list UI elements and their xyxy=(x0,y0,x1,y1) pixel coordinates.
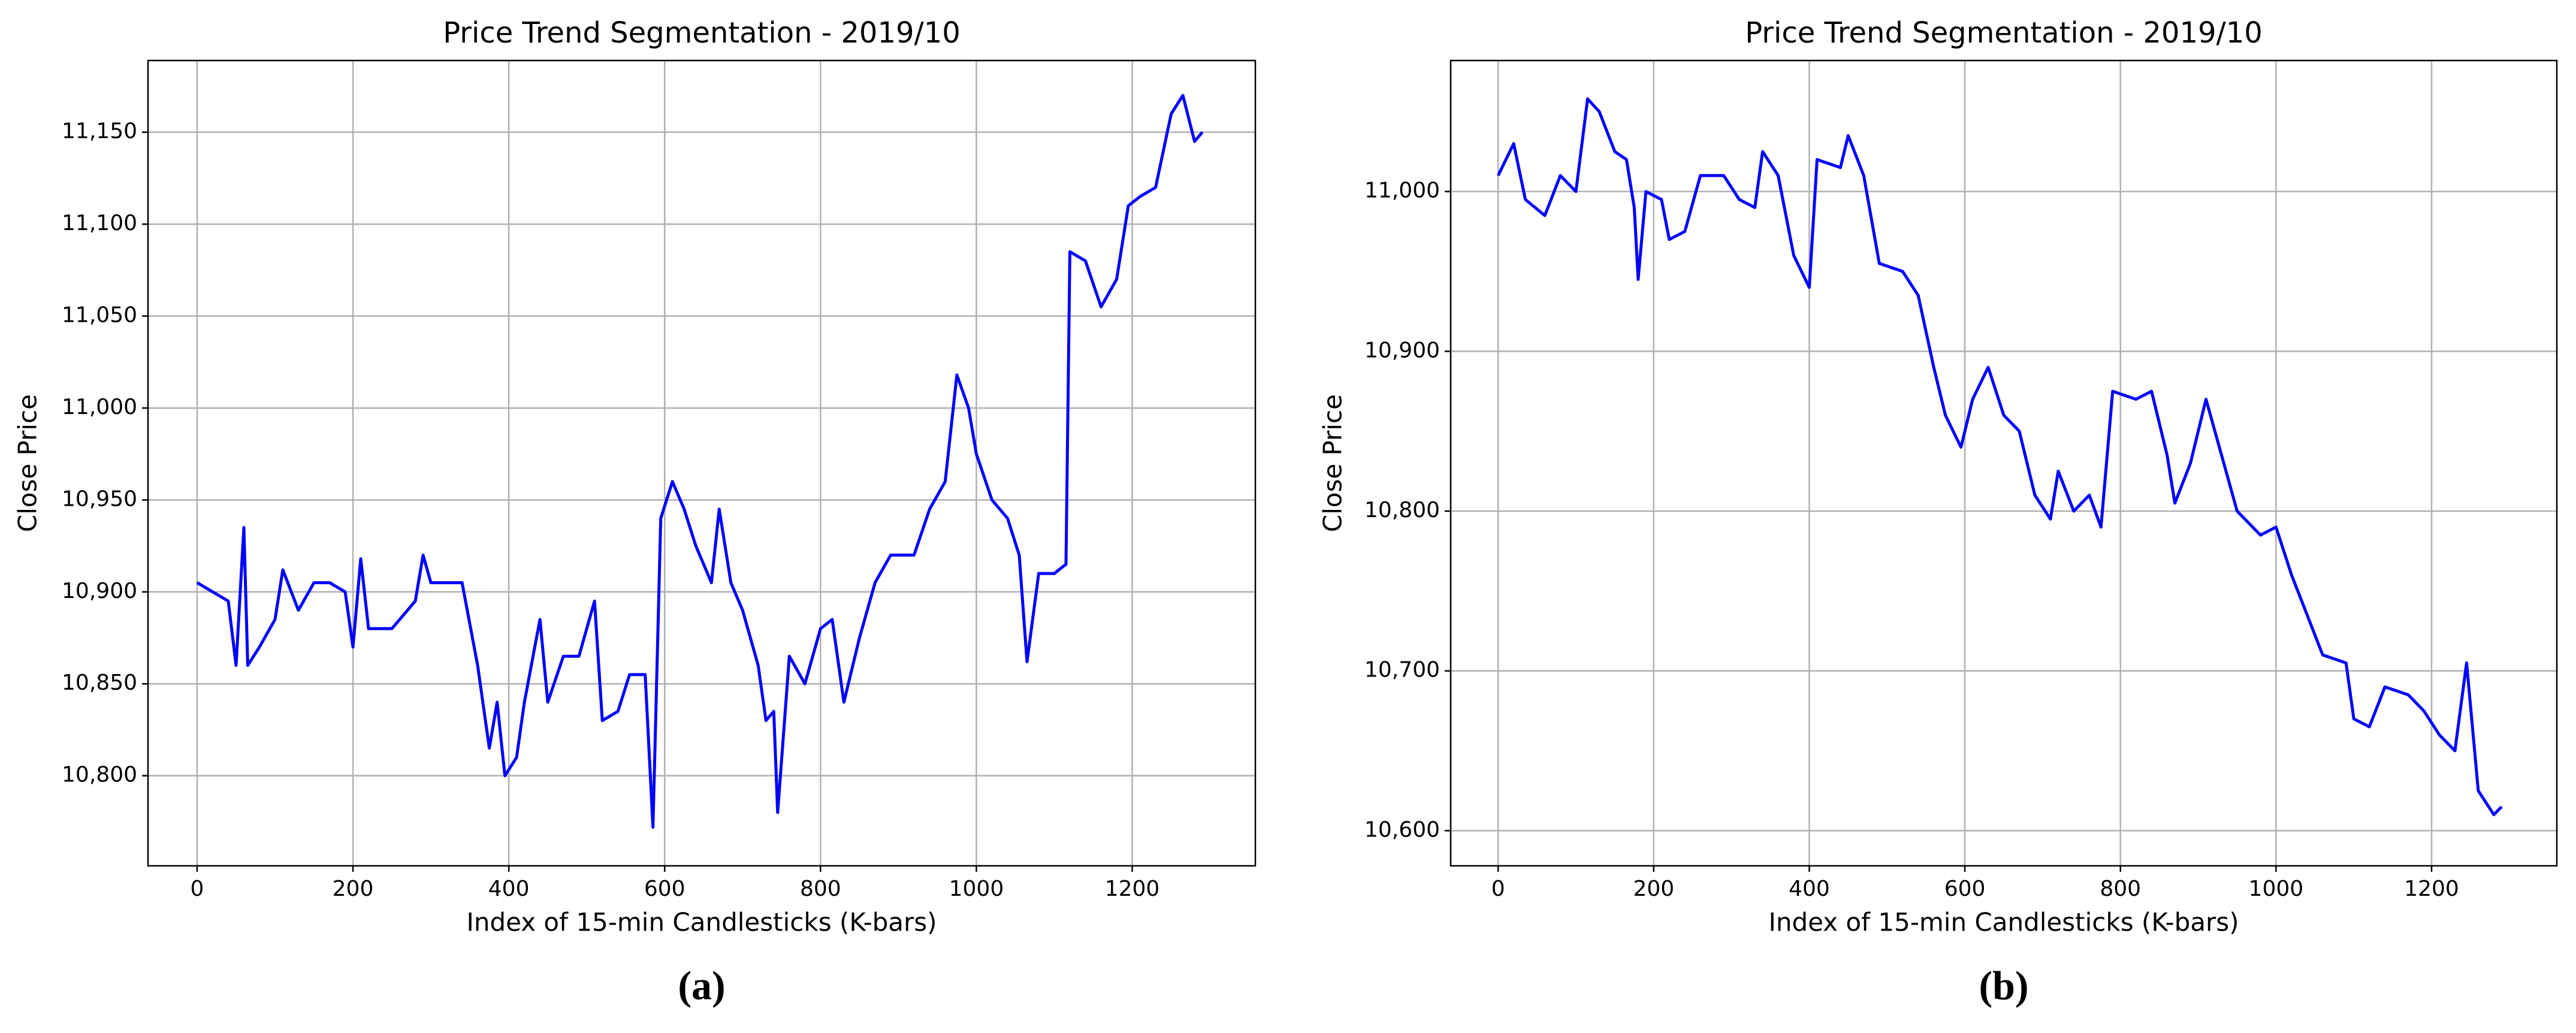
chart-title: Price Trend Segmentation - 2019/10 xyxy=(1745,16,2263,50)
x-axis-label: Index of 15-min Candlesticks (K-bars) xyxy=(466,908,937,937)
x-axis-label: Index of 15-min Candlesticks (K-bars) xyxy=(1768,908,2239,937)
plot-frame xyxy=(1449,59,2558,867)
y-tick-label: 11,100 xyxy=(62,211,137,235)
x-tick-label: 200 xyxy=(333,877,374,901)
price-line xyxy=(196,93,1204,829)
chart-title: Price Trend Segmentation - 2019/10 xyxy=(443,16,961,50)
y-tick-label: 11,050 xyxy=(62,303,137,328)
y-tick-label: 11,150 xyxy=(62,119,137,144)
plot-frame xyxy=(147,59,1257,867)
caption: (b) xyxy=(1979,963,2028,1008)
x-tick-label: 1200 xyxy=(1105,877,1160,901)
x-tick-label: 1000 xyxy=(2249,877,2304,901)
x-tick-label: 600 xyxy=(644,877,685,901)
x-tick-label: 0 xyxy=(190,877,204,901)
y-tick-label: 10,700 xyxy=(1364,658,1440,682)
x-tick-label: 400 xyxy=(488,877,530,901)
y-tick-label: 11,000 xyxy=(1364,179,1440,203)
y-tick-label: 10,900 xyxy=(62,579,137,603)
x-tick-label: 1000 xyxy=(949,877,1004,901)
x-tick-label: 800 xyxy=(2100,877,2141,901)
y-axis-label: Close Price xyxy=(1318,394,1348,532)
y-axis-label: Close Price xyxy=(13,394,43,532)
x-tick-label: 400 xyxy=(1789,877,1830,901)
y-tick-label: 11,000 xyxy=(62,395,137,419)
x-tick-label: 600 xyxy=(1944,877,1986,901)
caption: (a) xyxy=(678,963,725,1008)
y-tick-label: 10,950 xyxy=(62,487,137,511)
y-tick-label: 10,800 xyxy=(1364,498,1440,522)
y-tick-label: 10,900 xyxy=(1364,338,1440,363)
y-tick-label: 10,800 xyxy=(62,763,137,787)
x-tick-label: 1200 xyxy=(2404,877,2459,901)
price-line xyxy=(1496,97,2503,817)
x-tick-label: 800 xyxy=(800,877,841,901)
x-tick-label: 0 xyxy=(1491,877,1505,901)
x-tick-label: 200 xyxy=(1633,877,1674,901)
y-tick-label: 10,850 xyxy=(62,670,137,695)
y-tick-label: 10,600 xyxy=(1364,817,1440,842)
